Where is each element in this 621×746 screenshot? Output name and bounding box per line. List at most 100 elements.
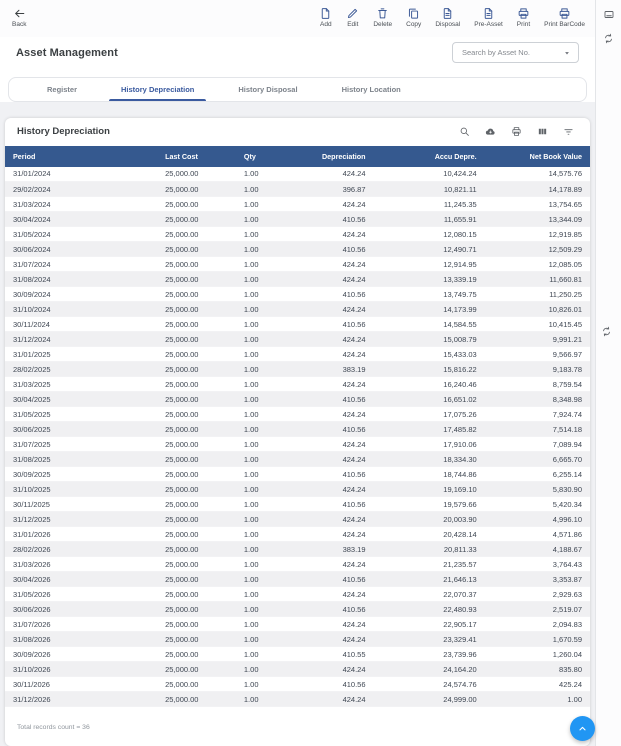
pre-asset-button[interactable]: Pre-Asset — [474, 7, 503, 28]
sync-icon[interactable] — [603, 33, 614, 44]
cell-accu-depre: 19,579.66 — [443, 499, 477, 509]
cell-net-book-value: 8,348.98 — [552, 394, 582, 404]
table-row[interactable]: 31/01/2024 25,000.00 1.00 424.24 10,424.24 14… — [5, 167, 590, 182]
cell-period: 31/08/2024 — [13, 274, 51, 284]
cell-qty: 1.00 — [243, 274, 259, 284]
cell-depreciation: 424.24 — [342, 169, 366, 179]
disposal-button[interactable]: Disposal — [435, 7, 460, 28]
cell-accu-depre: 14,173.99 — [443, 304, 477, 314]
table-row[interactable]: 31/01/2026 25,000.00 1.00 424.24 20,428.14 4,… — [5, 527, 590, 542]
right-side-strip — [595, 0, 621, 746]
cell-net-book-value: 14,178.89 — [548, 184, 582, 194]
print-button[interactable]: Print — [517, 7, 530, 28]
cell-depreciation: 410.56 — [342, 214, 366, 224]
cell-net-book-value: 4,188.67 — [552, 544, 582, 554]
table-row[interactable]: 31/05/2024 25,000.00 1.00 424.24 12,080.15 12… — [5, 227, 590, 242]
table-row[interactable]: 31/03/2026 25,000.00 1.00 424.24 21,235.57 3,… — [5, 557, 590, 572]
cell-period: 31/01/2025 — [13, 349, 51, 359]
sync-icon[interactable] — [601, 326, 612, 337]
cell-qty: 1.00 — [243, 679, 259, 689]
search-icon[interactable] — [459, 126, 470, 137]
table-row[interactable]: 28/02/2026 25,000.00 1.00 383.19 20,811.33 4,… — [5, 541, 590, 557]
cell-accu-depre: 17,485.82 — [443, 424, 477, 434]
tab-history-location[interactable]: History Location — [341, 84, 401, 94]
filter-icon[interactable] — [563, 126, 574, 137]
cell-depreciation: 410.56 — [342, 574, 366, 584]
table-row[interactable]: 31/05/2026 25,000.00 1.00 424.24 22,070.37 2,… — [5, 587, 590, 602]
cell-accu-depre: 11,655.91 — [443, 214, 477, 224]
table-row[interactable]: 31/03/2025 25,000.00 1.00 424.24 16,240.46 8,… — [5, 377, 590, 392]
asset-search-select[interactable]: Search by Asset No. — [452, 42, 579, 64]
print-icon — [517, 7, 530, 20]
back-button[interactable]: Back — [12, 7, 26, 28]
cell-accu-depre: 14,584.55 — [443, 319, 477, 329]
table-row[interactable]: 31/07/2025 25,000.00 1.00 424.24 17,910.06 7,… — [5, 437, 590, 452]
table-row[interactable]: 31/01/2025 25,000.00 1.00 424.24 15,433.03 9,… — [5, 347, 590, 362]
cell-period: 31/12/2026 — [13, 694, 51, 704]
cell-qty: 1.00 — [243, 514, 259, 524]
table-row[interactable]: 31/12/2026 25,000.00 1.00 424.24 24,999.00 1.… — [5, 691, 590, 707]
table-row[interactable]: 31/05/2025 25,000.00 1.00 424.24 17,075.26 7,… — [5, 407, 590, 422]
delete-button[interactable]: Delete — [373, 7, 392, 28]
table-row[interactable]: 30/09/2025 25,000.00 1.00 410.56 18,744.86 6,… — [5, 467, 590, 482]
table-row[interactable]: 30/06/2025 25,000.00 1.00 410.56 17,485.82 7,… — [5, 421, 590, 437]
cell-net-book-value: 4,996.10 — [552, 514, 582, 524]
table-row[interactable]: 30/06/2024 25,000.00 1.00 410.56 12,490.71 12… — [5, 241, 590, 257]
print-barcode-button[interactable]: Print BarCode — [544, 7, 585, 28]
tab-history-depreciation[interactable]: History Depreciation — [99, 78, 216, 101]
cell-period: 31/07/2026 — [13, 619, 51, 629]
cell-net-book-value: 12,085.05 — [548, 259, 582, 269]
columns-icon[interactable] — [537, 126, 548, 137]
table-row[interactable]: 31/07/2026 25,000.00 1.00 424.24 22,905.17 2,… — [5, 617, 590, 632]
cell-last-cost: 25,000.00 — [165, 244, 199, 254]
scroll-to-top-button[interactable] — [570, 716, 595, 741]
table-row[interactable]: 30/11/2024 25,000.00 1.00 410.56 14,584.55 10… — [5, 317, 590, 332]
table-row[interactable]: 30/04/2024 25,000.00 1.00 410.56 11,655.91 13… — [5, 211, 590, 227]
table-row[interactable]: 31/10/2024 25,000.00 1.00 424.24 14,173.99 10… — [5, 301, 590, 317]
table-row[interactable]: 28/02/2025 25,000.00 1.00 383.19 15,816.22 9,… — [5, 361, 590, 377]
copy-button[interactable]: Copy — [406, 7, 421, 28]
cell-last-cost: 25,000.00 — [165, 649, 199, 659]
table-row[interactable]: 30/09/2026 25,000.00 1.00 410.55 23,739.96 1,… — [5, 647, 590, 662]
page-title: Asset Management — [16, 46, 118, 59]
print-barcode-icon — [558, 7, 571, 20]
print-icon[interactable] — [511, 126, 522, 137]
table-row[interactable]: 30/06/2026 25,000.00 1.00 410.56 22,480.93 2,… — [5, 601, 590, 617]
tab-history-disposal[interactable]: History Disposal — [238, 84, 298, 94]
export-icon[interactable] — [485, 126, 496, 137]
table-row[interactable]: 30/11/2025 25,000.00 1.00 410.56 19,579.66 5,… — [5, 497, 590, 512]
cell-qty: 1.00 — [243, 634, 259, 644]
add-button[interactable]: Add — [319, 7, 332, 28]
edit-button[interactable]: Edit — [346, 7, 359, 28]
cell-depreciation: 424.24 — [342, 229, 366, 239]
table-row[interactable]: 30/09/2024 25,000.00 1.00 410.56 13,749.75 11… — [5, 287, 590, 302]
table-row[interactable]: 31/10/2025 25,000.00 1.00 424.24 19,169.10 5,… — [5, 481, 590, 497]
cell-depreciation: 410.56 — [342, 289, 366, 299]
table-row[interactable]: 30/04/2025 25,000.00 1.00 410.56 16,651.02 8,… — [5, 391, 590, 407]
cell-accu-depre: 12,080.15 — [443, 229, 477, 239]
table-row[interactable]: 30/11/2026 25,000.00 1.00 410.56 24,574.76 42… — [5, 677, 590, 692]
cell-qty: 1.00 — [243, 559, 259, 569]
cell-accu-depre: 21,646.13 — [443, 574, 477, 584]
table-row[interactable]: 31/08/2025 25,000.00 1.00 424.24 18,334.30 6,… — [5, 451, 590, 467]
table-row[interactable]: 31/07/2024 25,000.00 1.00 424.24 12,914.95 12… — [5, 257, 590, 272]
table-row[interactable]: 31/03/2024 25,000.00 1.00 424.24 11,245.35 13… — [5, 197, 590, 212]
table-row[interactable]: 31/08/2026 25,000.00 1.00 424.24 23,329.41 1,… — [5, 631, 590, 647]
table-row[interactable]: 31/12/2025 25,000.00 1.00 424.24 20,003.90 4,… — [5, 511, 590, 527]
cell-accu-depre: 16,651.02 — [443, 394, 477, 404]
table-row[interactable]: 31/10/2026 25,000.00 1.00 424.24 24,164.20 83… — [5, 661, 590, 677]
cell-net-book-value: 13,754.65 — [548, 199, 582, 209]
comment-icon[interactable] — [603, 9, 615, 21]
cell-qty: 1.00 — [243, 544, 259, 554]
table-row[interactable]: 31/12/2024 25,000.00 1.00 424.24 15,008.79 9,… — [5, 331, 590, 347]
table-row[interactable]: 31/08/2024 25,000.00 1.00 424.24 13,339.19 11… — [5, 271, 590, 287]
table-row[interactable]: 29/02/2024 25,000.00 1.00 396.87 10,821.11 14… — [5, 181, 590, 197]
table-row[interactable]: 30/04/2026 25,000.00 1.00 410.56 21,646.13 3,… — [5, 571, 590, 587]
cell-net-book-value: 3,764.43 — [552, 559, 582, 569]
tab-register[interactable]: Register — [47, 84, 78, 94]
cell-last-cost: 25,000.00 — [165, 529, 199, 539]
cell-depreciation: 396.87 — [342, 184, 366, 194]
cell-period: 31/07/2024 — [13, 259, 51, 269]
column-header-accu-depre-: Accu Depre. — [373, 145, 485, 167]
